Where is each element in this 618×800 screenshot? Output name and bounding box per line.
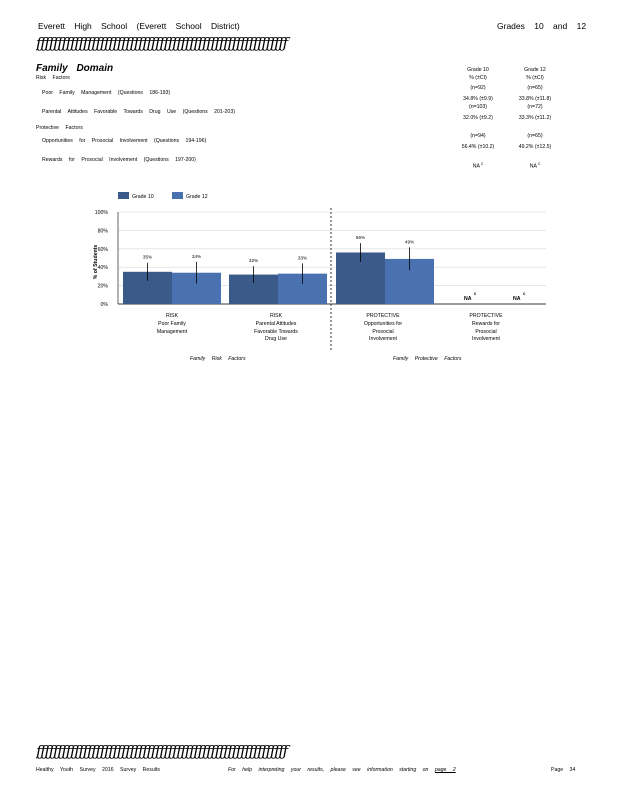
- row-label-rewards: Rewards for Prosocial Involvement (Quest…: [42, 157, 196, 163]
- legend-swatch-grade12: [172, 192, 183, 199]
- row2-g12-n: (n=72): [527, 104, 543, 110]
- col-grade10-header: Grade 10: [467, 67, 489, 73]
- family-domain-chart: 0% 20% 40% 60% 80% 100% % of Students Grade 10 G…: [93, 192, 546, 350]
- row3-g10-n: (n=94): [470, 133, 486, 139]
- domain-title: Family Domain: [36, 63, 114, 74]
- legend-label-grade10: Grade 10: [132, 194, 154, 200]
- bar-value-label: 33%: [298, 255, 307, 260]
- row3-g12-value: 49.2% (±12.5): [518, 144, 552, 150]
- row3-g12-n: (n=65): [527, 133, 543, 139]
- legend-swatch-grade10: [118, 192, 129, 199]
- row1-g10-value: 34.8% (±9.9): [463, 96, 493, 102]
- col-grade12-unit: % (±CI): [526, 75, 544, 81]
- legend-label-grade12: Grade 12: [186, 194, 208, 200]
- row1-g12-value: 33.8% (±11.8): [518, 96, 552, 102]
- bar-na-label: NA: [513, 296, 521, 302]
- group-label-protective: Family Protective Factors: [393, 356, 462, 362]
- school-name: Everett High School (Everett School Dist…: [38, 21, 240, 31]
- row-label-opportunities: Opportunities for Prosocial Involvement …: [42, 138, 207, 144]
- y-tick-label: 100%: [95, 210, 109, 216]
- row2-g10-n: (n=103): [468, 104, 488, 110]
- protective-factors-label: Protective Factors: [36, 125, 83, 131]
- row-label-poor-family-management: Poor Family Management (Questions 186-19…: [42, 90, 171, 96]
- grades-label: Grades 10 and 12: [497, 21, 587, 31]
- bar-value-label: 32%: [249, 258, 258, 263]
- header-rule: ƒƒƒƒƒƒƒƒƒƒƒƒƒƒƒƒƒƒƒƒƒƒƒƒƒƒƒƒƒƒƒƒƒƒƒƒƒƒƒƒ…: [36, 34, 288, 52]
- y-tick-label: 20%: [98, 284, 109, 290]
- row2-g10-value: 32.0% (±9.2): [463, 115, 493, 121]
- footer-survey: Healthy Youth Survey 2016 Survey Results: [36, 767, 160, 773]
- bar-na-label: NA: [464, 296, 472, 302]
- bar-na-superscript: c: [474, 291, 477, 296]
- row-label-parental-attitudes: Parental Attitudes Favorable Towards Dru…: [42, 109, 235, 115]
- bar-na-superscript: c: [523, 291, 526, 296]
- bar-value-label: 35%: [143, 255, 152, 260]
- bar-value-label: 49%: [405, 239, 414, 244]
- col-grade10-unit: % (±CI): [469, 75, 487, 81]
- row3-g10-value: 56.4% (±10.2): [461, 144, 495, 150]
- footer-help-link[interactable]: page 2: [434, 767, 456, 773]
- footer-page: Page 34: [551, 767, 576, 773]
- row4-g12-value: NA c: [529, 161, 541, 170]
- y-tick-label: 60%: [98, 247, 109, 253]
- bar-value-label: 56%: [356, 235, 365, 240]
- footer-help: For help interpreting your results, plea…: [228, 767, 456, 773]
- risk-factors-label: Risk Factors: [36, 75, 70, 81]
- col-grade12-header: Grade 12: [524, 67, 546, 73]
- footer-rule: ƒƒƒƒƒƒƒƒƒƒƒƒƒƒƒƒƒƒƒƒƒƒƒƒƒƒƒƒƒƒƒƒƒƒƒƒƒƒƒƒ…: [36, 742, 288, 760]
- group-label-risk: Family Risk Factors: [190, 356, 246, 362]
- row1-g12-n: (n=65): [527, 85, 543, 91]
- y-tick-label: 40%: [98, 265, 109, 271]
- y-tick-label: 80%: [98, 228, 109, 234]
- row2-g12-value: 33.3% (±11.2): [518, 115, 552, 121]
- row4-g10-value: NA c: [472, 161, 484, 170]
- xlabel-parental-attitudes: RISK Parental Attitudes Favorable Towards D…: [254, 313, 298, 343]
- xlabel-rewards: PROTECTIVE Rewards for Prosocial Involvemen…: [469, 313, 503, 343]
- y-tick-label: 0%: [101, 302, 109, 308]
- bar-value-label: 34%: [192, 254, 201, 259]
- xlabel-opportunities: PROTECTIVE Opportunities for Prosocial Invo…: [363, 313, 403, 343]
- xlabel-poor-family-management: RISK Poor Family Management: [156, 313, 188, 335]
- row1-g10-n: (n=92): [470, 85, 486, 91]
- y-axis-title: % of Students: [93, 245, 99, 280]
